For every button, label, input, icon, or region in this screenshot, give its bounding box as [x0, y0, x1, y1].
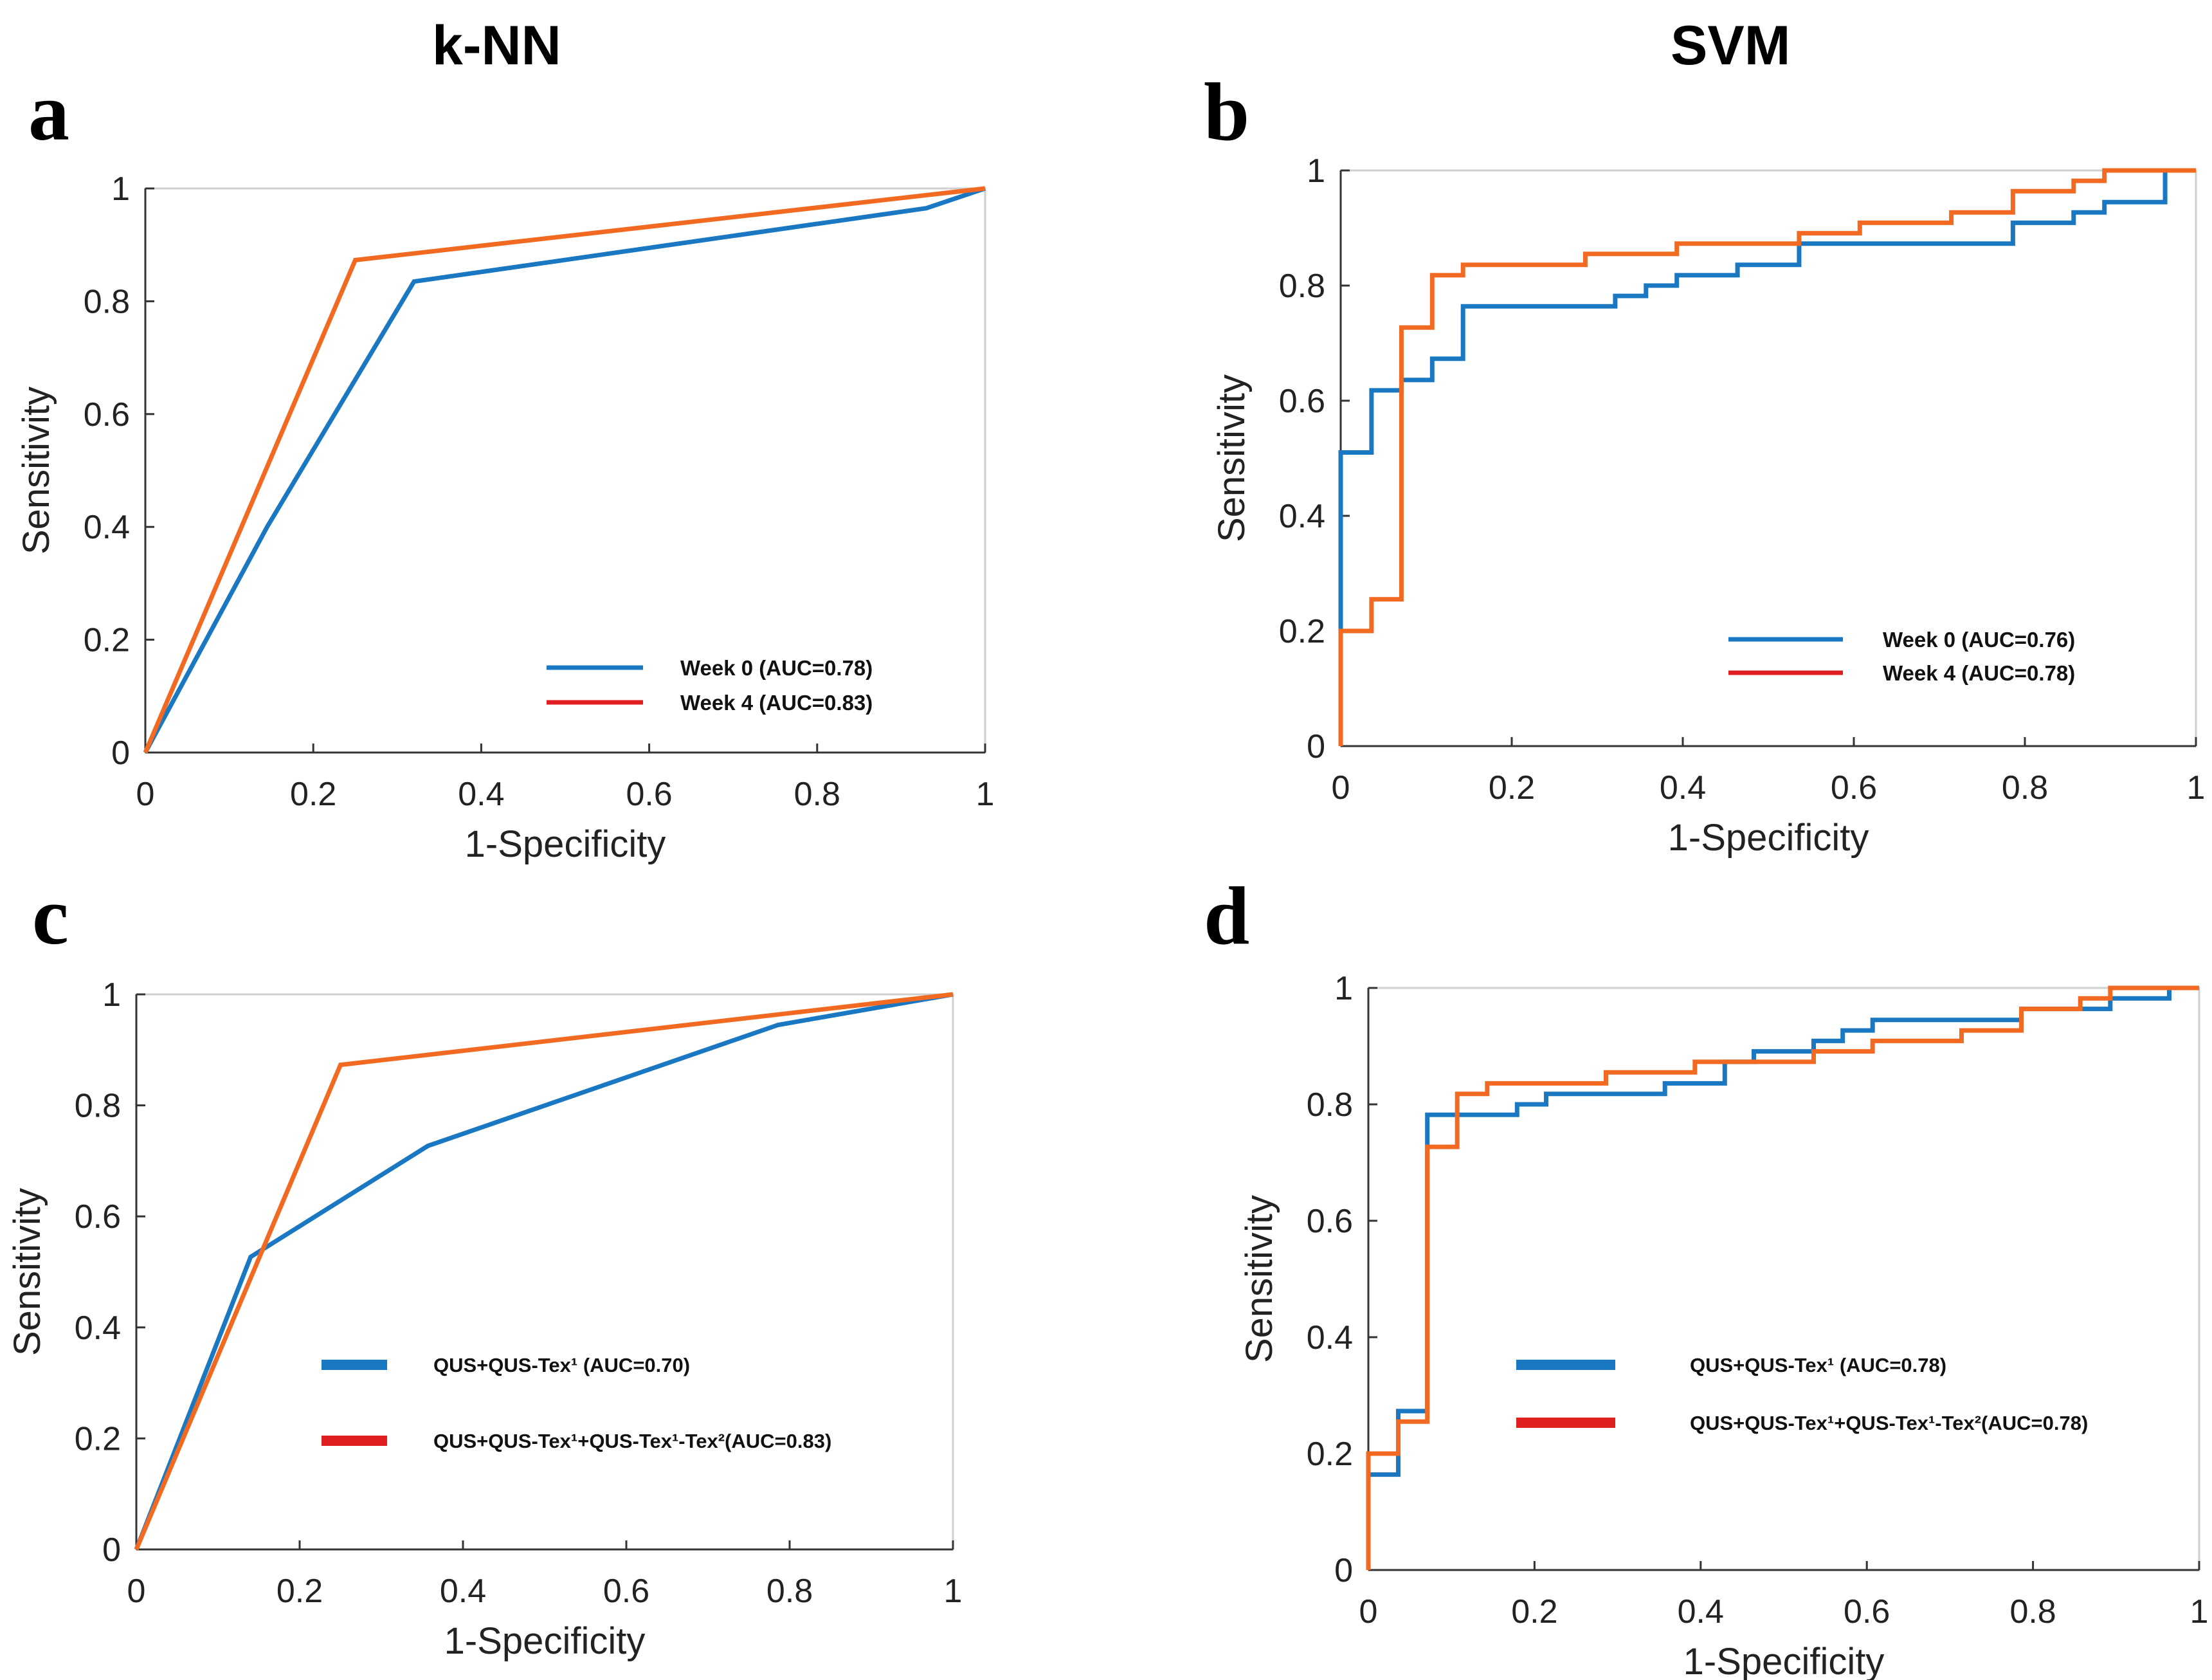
x-tick-label: 0.4: [1678, 1593, 1724, 1630]
y-tick-label: 0.6: [75, 1198, 121, 1236]
x-tick-label: 0.4: [440, 1573, 486, 1610]
panel-a-letter: a: [28, 66, 69, 158]
legend-label: Week 0 (AUC=0.76): [1883, 628, 2075, 652]
y-tick-label: 0.8: [1279, 268, 1325, 305]
x-axis-label: 1-Specificity: [465, 823, 666, 865]
y-tick-label: 0.8: [84, 283, 130, 320]
x-tick-label: 0.2: [290, 776, 336, 813]
y-tick-label: 1: [102, 976, 121, 1014]
y-tick-label: 0.8: [1307, 1086, 1353, 1124]
panel-a-legend: Week 0 (AUC=0.78) Week 4 (AUC=0.83): [547, 656, 873, 715]
x-tick-label: 0.6: [1831, 769, 1877, 807]
x-tick-label: 0.2: [276, 1573, 323, 1610]
x-tick-label: 0: [127, 1573, 146, 1610]
legend-label: QUS+QUS-Tex¹+QUS-Tex¹-Tex²(AUC=0.83): [433, 1430, 831, 1452]
y-tick-label: 1: [111, 170, 130, 208]
y-tick-label: 0.6: [1307, 1203, 1353, 1240]
panel-c-letter: c: [32, 870, 69, 962]
y-tick-label: 0: [111, 735, 130, 772]
y-tick-label: 0.4: [84, 509, 130, 546]
y-axis-label: Sensitivity: [6, 1188, 48, 1356]
panel-c-plot-box: [135, 993, 954, 1551]
y-tick-label: 0: [1334, 1552, 1353, 1589]
x-tick-label: 0.4: [458, 776, 504, 813]
y-tick-label: 0.2: [75, 1420, 121, 1457]
y-tick-label: 0: [1307, 728, 1325, 765]
x-axis-label: 1-Specificity: [1683, 1641, 1885, 1680]
panel-a-roc-line-series-1: [143, 186, 986, 754]
panel-b-roc-line-series-1: [1338, 170, 2168, 631]
y-tick-label: 0.4: [1279, 498, 1325, 535]
y-tick-label: 0.6: [1279, 383, 1325, 420]
y-axis-label: Sensitivity: [15, 387, 57, 554]
panel-b-roc-line-series-2: [1338, 168, 2196, 746]
x-axis-label: 1-Specificity: [1668, 817, 1869, 859]
knn-column-title: k-NN: [432, 15, 561, 77]
x-tick-label: 0.6: [1844, 1593, 1890, 1630]
x-tick-label: 0.8: [794, 776, 840, 813]
y-tick-label: 0.8: [75, 1088, 121, 1125]
panel-a-roc-line-series-2: [143, 186, 986, 754]
panel-c-legend: QUS+QUS-Tex¹ (AUC=0.70) QUS+QUS-Tex¹+QUS-…: [322, 1354, 831, 1452]
legend-label: Week 4 (AUC=0.78): [1883, 661, 2075, 685]
x-tick-label: 0.8: [2002, 769, 2048, 807]
x-tick-label: 0.2: [1489, 769, 1535, 807]
panel-b-legend: Week 0 (AUC=0.76) Week 4 (AUC=0.78): [1728, 628, 2075, 685]
x-tick-label: 0.4: [1660, 769, 1706, 807]
y-axis-label: Sensitivity: [1211, 374, 1253, 542]
y-tick-label: 0.2: [1279, 613, 1325, 650]
x-tick-label: 0.8: [2009, 1593, 2056, 1630]
y-tick-label: 1: [1334, 970, 1353, 1007]
panel-c-roc-line-series-2: [134, 992, 954, 1551]
legend-label: QUS+QUS-Tex¹ (AUC=0.70): [433, 1354, 690, 1376]
legend-label: Week 0 (AUC=0.78): [680, 656, 873, 680]
panel-d-legend: QUS+QUS-Tex¹ (AUC=0.78) QUS+QUS-Tex¹+QUS-…: [1516, 1354, 2088, 1434]
panel-b-plot-box: [1339, 169, 2197, 747]
panel-d: 0 0.2 0.4 0.6 0.8 1 0 0.2 0.4 0.6 0.8 1 1-Specificit…: [1238, 970, 2208, 1680]
svm-column-title: SVM: [1671, 15, 1791, 77]
x-tick-label: 1: [2187, 769, 2206, 807]
x-tick-label: 0.8: [766, 1573, 813, 1610]
y-tick-label: 0.2: [84, 622, 130, 659]
legend-label: QUS+QUS-Tex¹ (AUC=0.78): [1690, 1354, 1946, 1376]
panel-b-letter: b: [1204, 66, 1250, 158]
y-tick-label: 0.6: [84, 396, 130, 434]
x-tick-label: 0: [136, 776, 155, 813]
panel-d-letter: d: [1204, 870, 1250, 962]
panel-c: 0 0.2 0.4 0.6 0.8 1 0 0.2 0.4 0.6 0.8 1 1-Specificit…: [6, 976, 962, 1662]
legend-label: Week 4 (AUC=0.83): [680, 691, 873, 715]
y-tick-label: 0: [102, 1531, 121, 1569]
panel-c-roc-line-series-1: [134, 992, 954, 1551]
x-tick-label: 0: [1332, 769, 1350, 807]
panel-d-plot-box: [1367, 987, 2200, 1571]
x-tick-label: 1: [2190, 1593, 2209, 1630]
x-tick-label: 0.2: [1511, 1593, 1557, 1630]
x-axis-label: 1-Specificity: [444, 1620, 646, 1662]
y-axis-label: Sensitivity: [1238, 1195, 1280, 1363]
y-tick-label: 0.4: [1307, 1319, 1353, 1356]
x-tick-label: 0.6: [626, 776, 672, 813]
x-tick-label: 1: [944, 1573, 963, 1610]
y-tick-label: 1: [1307, 152, 1325, 190]
x-tick-label: 0.6: [603, 1573, 649, 1610]
y-tick-label: 0.4: [75, 1310, 121, 1347]
y-tick-label: 0.2: [1307, 1436, 1353, 1473]
panel-b: 0 0.2 0.4 0.6 0.8 1 0 0.2 0.4 0.6 0.8 1 1-Specificit…: [1211, 152, 2205, 859]
legend-label: QUS+QUS-Tex¹+QUS-Tex¹-Tex²(AUC=0.78): [1690, 1412, 2088, 1434]
x-tick-label: 1: [976, 776, 995, 813]
x-tick-label: 0: [1359, 1593, 1378, 1630]
panel-a: 0 0.2 0.4 0.6 0.8 1 0 0.2 0.4 0.6 0.8 1 1-Specificit…: [15, 170, 994, 865]
panel-d-roc-line-series-2: [1366, 985, 2199, 1570]
